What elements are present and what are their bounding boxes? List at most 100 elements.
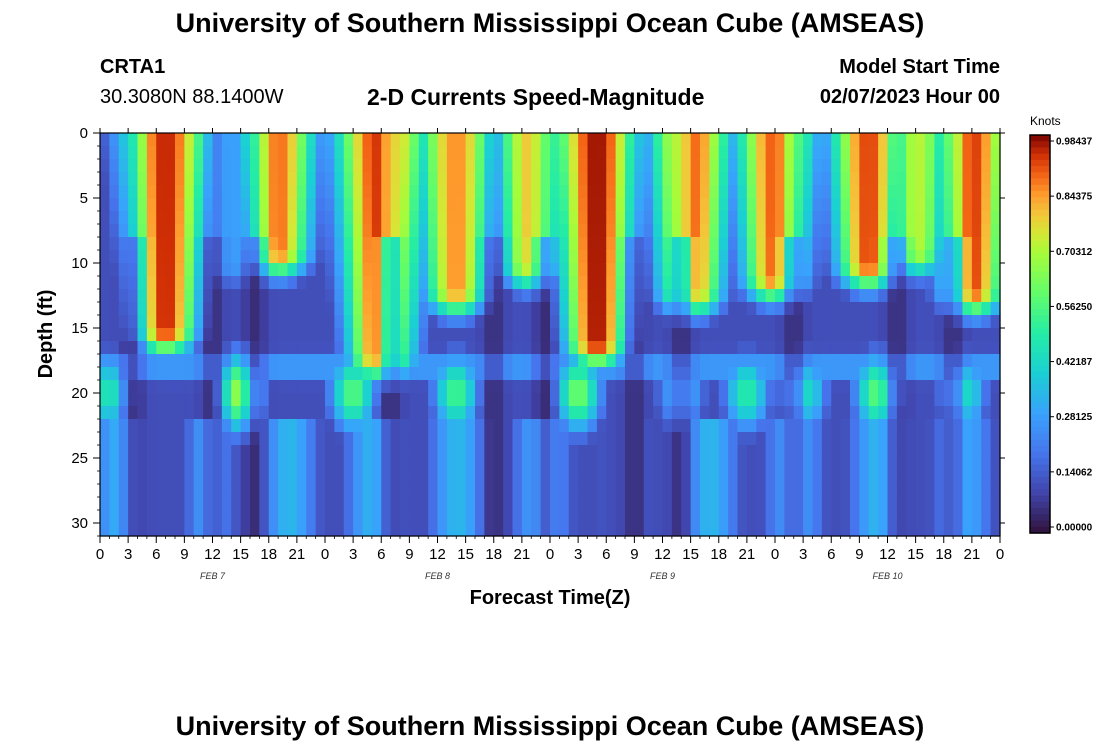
heatmap-cell xyxy=(981,523,992,537)
heatmap-cell xyxy=(934,497,945,511)
heatmap-cell xyxy=(371,484,382,498)
heatmap-cell xyxy=(540,211,551,225)
heatmap-cell xyxy=(606,146,617,160)
heatmap-cell xyxy=(409,276,420,290)
heatmap-cell xyxy=(971,211,982,225)
heatmap-cell xyxy=(578,510,589,524)
heatmap-cell xyxy=(793,237,804,251)
heatmap-cell xyxy=(109,497,120,511)
heatmap-cell xyxy=(540,419,551,433)
heatmap-cell xyxy=(118,419,129,433)
heatmap-cell xyxy=(625,289,635,303)
heatmap-cell xyxy=(671,250,682,264)
heatmap-cell xyxy=(540,354,551,368)
heatmap-cell xyxy=(793,406,804,420)
colorbar-tick-label: 0.28125 xyxy=(1056,412,1093,423)
heatmap-cell xyxy=(990,458,1001,472)
heatmap-cell xyxy=(915,159,926,173)
heatmap-cell xyxy=(296,302,307,316)
heatmap-cell xyxy=(128,458,139,472)
heatmap-cell xyxy=(690,276,701,290)
heatmap-cell xyxy=(953,393,964,407)
heatmap-cell xyxy=(362,445,373,459)
heatmap-cell xyxy=(981,406,992,420)
heatmap-cell xyxy=(840,406,851,420)
heatmap-cell xyxy=(409,250,420,264)
heatmap-cell xyxy=(175,237,185,251)
heatmap-cell xyxy=(653,419,664,433)
heatmap-cell xyxy=(512,250,523,264)
heatmap-cell xyxy=(296,484,307,498)
heatmap-cell xyxy=(343,263,354,277)
heatmap-cell xyxy=(634,302,645,316)
heatmap-cell xyxy=(212,328,223,342)
heatmap-cell xyxy=(418,315,429,329)
heatmap-cell xyxy=(428,224,439,238)
heatmap-cell xyxy=(934,250,945,264)
heatmap-cell xyxy=(868,393,879,407)
heatmap-cell xyxy=(428,289,439,303)
heatmap-cell xyxy=(409,406,420,420)
heatmap-cell xyxy=(559,263,570,277)
heatmap-cell xyxy=(840,250,851,264)
heatmap-cell xyxy=(587,510,598,524)
heatmap-cell xyxy=(343,237,354,251)
heatmap-cell xyxy=(962,406,973,420)
heatmap-cell xyxy=(653,471,664,485)
heatmap-cell xyxy=(906,224,917,238)
heatmap-cell xyxy=(896,263,907,277)
heatmap-cell xyxy=(165,367,176,381)
heatmap-cell xyxy=(484,302,495,316)
heatmap-cell xyxy=(681,250,692,264)
heatmap-cell xyxy=(287,159,298,173)
heatmap-cell xyxy=(746,432,757,446)
heatmap-cell xyxy=(428,354,439,368)
heatmap-cell xyxy=(334,445,345,459)
heatmap-cell xyxy=(278,497,289,511)
heatmap-cell xyxy=(456,432,467,446)
heatmap-cell xyxy=(493,367,504,381)
heatmap-cell xyxy=(662,380,673,394)
heatmap-cell xyxy=(746,471,757,485)
heatmap-cell xyxy=(653,510,664,524)
heatmap-cell xyxy=(625,471,635,485)
heatmap-cell xyxy=(390,419,401,433)
heatmap-cell xyxy=(381,406,392,420)
heatmap-cell xyxy=(737,341,748,355)
heatmap-cell xyxy=(456,510,467,524)
heatmap-cell xyxy=(690,224,701,238)
heatmap-cell xyxy=(728,458,739,472)
heatmap-cell xyxy=(137,185,148,199)
heatmap-cell xyxy=(287,354,298,368)
heatmap-cell xyxy=(118,380,129,394)
heatmap-cell xyxy=(371,328,382,342)
heatmap-cell xyxy=(175,458,185,472)
heatmap-cell xyxy=(446,484,457,498)
heatmap-cell xyxy=(962,510,973,524)
heatmap-cell xyxy=(681,445,692,459)
heatmap-cell xyxy=(353,432,364,446)
heatmap-cell xyxy=(221,380,232,394)
heatmap-cell xyxy=(784,289,795,303)
heatmap-cell xyxy=(503,328,514,342)
heatmap-cell xyxy=(109,224,120,238)
heatmap-cell xyxy=(850,133,860,147)
heatmap-cell xyxy=(728,198,739,212)
heatmap-cell xyxy=(868,172,879,186)
heatmap-cell xyxy=(212,471,223,485)
heatmap-cell xyxy=(446,133,457,147)
heatmap-cell xyxy=(896,393,907,407)
heatmap-cell xyxy=(259,497,270,511)
colorbar-tick-label: 0.42187 xyxy=(1056,357,1093,368)
heatmap-cell xyxy=(887,354,898,368)
heatmap-cell xyxy=(250,224,260,238)
heatmap-cell xyxy=(343,159,354,173)
heatmap-cell xyxy=(690,471,701,485)
heatmap-cell xyxy=(165,510,176,524)
heatmap-cell xyxy=(259,458,270,472)
heatmap-cell xyxy=(709,276,720,290)
heatmap-cell xyxy=(109,445,120,459)
heatmap-cell xyxy=(503,250,514,264)
heatmap-cell xyxy=(353,484,364,498)
heatmap-cell xyxy=(821,198,832,212)
